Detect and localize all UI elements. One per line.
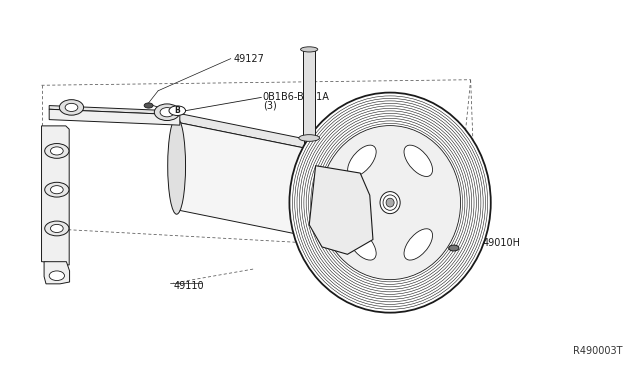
Ellipse shape <box>60 100 84 115</box>
Ellipse shape <box>348 145 376 176</box>
Ellipse shape <box>160 108 174 117</box>
Ellipse shape <box>51 147 63 155</box>
Ellipse shape <box>348 229 376 260</box>
Text: 0B1B6-B201A: 0B1B6-B201A <box>262 92 330 102</box>
Ellipse shape <box>299 135 319 141</box>
Polygon shape <box>177 122 305 235</box>
Ellipse shape <box>154 104 180 121</box>
Ellipse shape <box>49 271 65 280</box>
Ellipse shape <box>51 186 63 194</box>
Text: 49127: 49127 <box>234 54 265 64</box>
Ellipse shape <box>301 47 318 52</box>
Text: (3): (3) <box>262 100 276 110</box>
Text: R490003T: R490003T <box>573 346 623 356</box>
Ellipse shape <box>319 126 461 280</box>
Ellipse shape <box>144 103 153 108</box>
Text: B: B <box>174 106 180 115</box>
Ellipse shape <box>404 229 433 260</box>
Ellipse shape <box>449 245 459 251</box>
Polygon shape <box>49 106 180 115</box>
Ellipse shape <box>45 182 69 197</box>
Polygon shape <box>44 262 70 284</box>
Ellipse shape <box>168 118 186 214</box>
Ellipse shape <box>169 106 186 115</box>
Ellipse shape <box>404 145 433 176</box>
Ellipse shape <box>45 221 69 236</box>
Ellipse shape <box>289 93 491 312</box>
Polygon shape <box>49 109 180 125</box>
Text: 49110: 49110 <box>173 281 204 291</box>
Ellipse shape <box>380 192 400 214</box>
Ellipse shape <box>45 144 69 158</box>
Polygon shape <box>42 126 69 265</box>
Bar <box>303 49 315 138</box>
Ellipse shape <box>51 224 63 232</box>
Text: 49010H: 49010H <box>483 238 520 248</box>
Ellipse shape <box>335 187 357 218</box>
Polygon shape <box>177 113 305 148</box>
Ellipse shape <box>386 198 394 207</box>
Ellipse shape <box>383 195 397 210</box>
Polygon shape <box>309 166 373 254</box>
Ellipse shape <box>65 103 78 112</box>
